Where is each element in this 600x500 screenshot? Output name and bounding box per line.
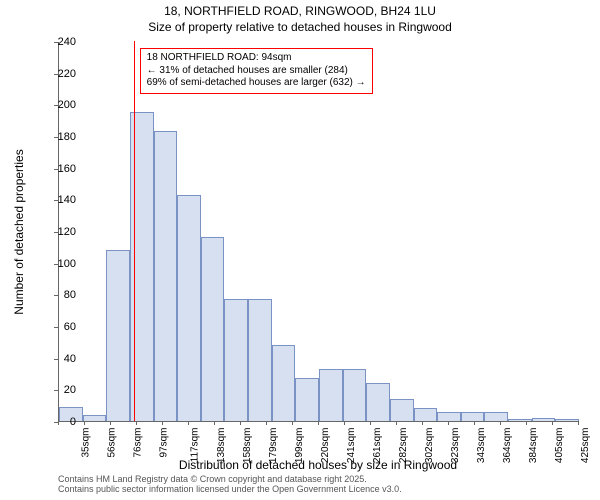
y-axis-label: Number of detached properties — [12, 42, 28, 422]
x-tick-mark — [84, 421, 85, 425]
histogram-bar — [248, 299, 272, 421]
plot-area: 18 NORTHFIELD ROAD: 94sqm← 31% of detach… — [58, 42, 578, 422]
y-tick-label: 140 — [46, 194, 76, 206]
y-tick-label: 40 — [46, 353, 76, 365]
y-tick-label: 240 — [46, 36, 76, 48]
y-tick-mark — [54, 327, 58, 328]
x-tick-mark — [292, 421, 293, 425]
x-tick-mark — [500, 421, 501, 425]
histogram-bar — [414, 408, 438, 421]
x-tick-mark — [422, 421, 423, 425]
y-tick-label: 0 — [46, 416, 76, 428]
x-tick-label: 56sqm — [107, 428, 118, 458]
y-tick-mark — [54, 105, 58, 106]
y-tick-label: 60 — [46, 321, 76, 333]
histogram-bar — [224, 299, 248, 421]
y-tick-label: 20 — [46, 384, 76, 396]
histogram-bar — [295, 378, 319, 421]
x-tick-mark — [526, 421, 527, 425]
histogram-bar — [508, 419, 532, 421]
y-tick-label: 80 — [46, 289, 76, 301]
histogram-bar — [177, 195, 201, 421]
y-tick-label: 100 — [46, 258, 76, 270]
x-tick-mark — [318, 421, 319, 425]
x-tick-mark — [370, 421, 371, 425]
histogram-bar — [484, 412, 508, 422]
footer-line2: Contains public sector information licen… — [58, 485, 578, 495]
histogram-bar — [343, 369, 367, 421]
x-tick-mark — [58, 421, 59, 425]
histogram-bar — [555, 419, 579, 421]
x-tick-mark — [474, 421, 475, 425]
y-tick-label: 120 — [46, 226, 76, 238]
annotation-box: 18 NORTHFIELD ROAD: 94sqm← 31% of detach… — [140, 48, 373, 94]
x-tick-mark — [396, 421, 397, 425]
annotation-line: 18 NORTHFIELD ROAD: 94sqm — [147, 52, 366, 65]
histogram-bar — [272, 345, 296, 421]
histogram-bar — [366, 383, 390, 421]
x-tick-label: 97sqm — [159, 428, 170, 458]
histogram-bar — [437, 412, 461, 422]
chart-container: { "titles": { "line1": "18, NORTHFIELD R… — [0, 0, 600, 500]
x-tick-mark — [240, 421, 241, 425]
histogram-bar — [461, 412, 485, 422]
histogram-bar — [390, 399, 414, 421]
histogram-bar — [83, 415, 107, 421]
chart-title-line1: 18, NORTHFIELD ROAD, RINGWOOD, BH24 1LU — [0, 4, 600, 18]
x-tick-label: 76sqm — [133, 428, 144, 458]
histogram-bar — [319, 369, 343, 421]
y-tick-label: 160 — [46, 163, 76, 175]
x-tick-mark — [448, 421, 449, 425]
annotation-line: 69% of semi-detached houses are larger (… — [147, 77, 366, 90]
y-tick-mark — [54, 232, 58, 233]
x-axis-label: Distribution of detached houses by size … — [58, 458, 578, 472]
y-tick-mark — [54, 295, 58, 296]
y-tick-mark — [54, 74, 58, 75]
x-tick-label: 425sqm — [580, 428, 591, 464]
x-tick-mark — [578, 421, 579, 425]
y-tick-mark — [54, 137, 58, 138]
y-tick-mark — [54, 169, 58, 170]
chart-title-line2: Size of property relative to detached ho… — [0, 20, 600, 34]
x-tick-mark — [344, 421, 345, 425]
y-tick-mark — [54, 200, 58, 201]
y-tick-mark — [54, 359, 58, 360]
histogram-bar — [201, 237, 225, 421]
y-tick-mark — [54, 264, 58, 265]
x-tick-label: 35sqm — [81, 428, 92, 458]
histogram-bar — [106, 250, 130, 421]
x-tick-mark — [214, 421, 215, 425]
annotation-line: ← 31% of detached houses are smaller (28… — [147, 65, 366, 78]
y-tick-label: 220 — [46, 68, 76, 80]
footer-attribution: Contains HM Land Registry data © Crown c… — [58, 475, 578, 495]
histogram-bar — [154, 131, 178, 421]
x-tick-mark — [136, 421, 137, 425]
x-tick-mark — [110, 421, 111, 425]
y-tick-mark — [54, 390, 58, 391]
x-tick-mark — [162, 421, 163, 425]
y-tick-label: 200 — [46, 99, 76, 111]
marker-line — [134, 41, 135, 421]
y-tick-label: 180 — [46, 131, 76, 143]
x-tick-mark — [266, 421, 267, 425]
x-tick-mark — [188, 421, 189, 425]
x-tick-mark — [552, 421, 553, 425]
y-tick-mark — [54, 42, 58, 43]
